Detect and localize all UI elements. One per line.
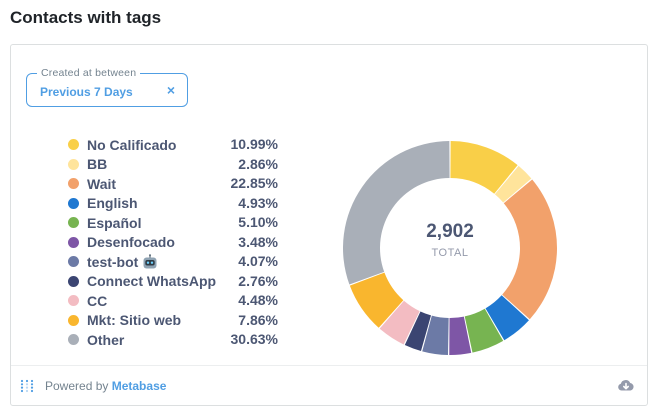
legend-percent: 2.76% <box>238 272 278 289</box>
legend-dot <box>68 256 79 268</box>
legend-label: Mkt: Sitio web <box>87 312 181 328</box>
legend-label: Wait <box>87 176 116 192</box>
metabase-logo-icon <box>20 379 34 393</box>
chart-card: Created at between Previous 7 Days × No … <box>10 44 648 406</box>
legend-label: No Calificado <box>87 137 176 153</box>
donut-svg <box>343 141 557 355</box>
donut-slice[interactable] <box>464 308 504 353</box>
download-icon[interactable] <box>617 377 635 393</box>
legend-percent: 22.85% <box>230 175 278 191</box>
legend-item[interactable]: Connect WhatsApp 2.76% <box>68 272 278 292</box>
legend-item[interactable]: Desenfocado 3.48% <box>68 233 278 253</box>
robot-icon <box>143 254 157 269</box>
legend-item[interactable]: test-bot 4.07% <box>68 252 278 272</box>
donut-slice[interactable] <box>485 295 529 341</box>
powered-by-text[interactable]: Powered by Metabase <box>45 379 166 393</box>
legend-label-text: No Calificado <box>87 136 177 153</box>
legend-label-text: Español <box>87 214 142 231</box>
legend-item[interactable]: English 4.93% <box>68 194 278 214</box>
legend-label: test-bot <box>87 254 158 270</box>
legend-label-text: Mkt: Sitio web <box>87 312 182 329</box>
legend-dot <box>68 275 79 287</box>
legend-dot <box>68 158 79 170</box>
donut-slice[interactable] <box>449 316 472 355</box>
donut-slice[interactable] <box>349 272 404 328</box>
embed-footer: Powered by Metabase <box>11 365 647 405</box>
legend-label: Connect WhatsApp <box>87 273 216 289</box>
legend-percent: 10.99% <box>230 136 278 152</box>
legend-label-text: Wait <box>87 175 117 192</box>
donut-slice[interactable] <box>404 311 432 351</box>
legend-label-text: test-bot <box>87 253 139 270</box>
donut-chart: 2,902 TOTAL <box>339 137 561 359</box>
legend-item[interactable]: Mkt: Sitio web 7.86% <box>68 311 278 331</box>
legend-dot <box>68 236 79 248</box>
filter-value[interactable]: Previous 7 Days <box>40 85 133 99</box>
donut-total-label: TOTAL <box>431 247 469 259</box>
donut-slice[interactable] <box>494 165 532 203</box>
legend-label: Other <box>87 332 124 348</box>
page-title: Contacts with tags <box>10 8 162 27</box>
donut-slice[interactable] <box>422 315 449 355</box>
legend-dot <box>68 178 79 190</box>
legend-percent: 2.86% <box>238 155 278 172</box>
legend-label: English <box>87 195 138 211</box>
legend-dot <box>68 314 79 326</box>
legend-dot <box>68 139 79 151</box>
legend-percent: 4.48% <box>238 292 278 308</box>
filter-label: Created at between <box>37 67 141 79</box>
donut-slice[interactable] <box>343 141 450 285</box>
legend-dot <box>68 197 79 209</box>
legend-item[interactable]: Wait 22.85% <box>68 174 278 194</box>
legend-item[interactable]: Español 5.10% <box>68 213 278 233</box>
legend-item[interactable]: CC 4.48% <box>68 291 278 311</box>
donut-slice[interactable] <box>502 179 557 320</box>
close-icon[interactable]: × <box>166 82 175 98</box>
donut-slice[interactable] <box>450 141 518 194</box>
legend-item[interactable]: BB 2.86% <box>68 155 278 175</box>
legend-label-text: Other <box>87 331 125 348</box>
legend-item[interactable]: No Calificado 10.99% <box>68 135 278 155</box>
legend-percent: 4.07% <box>238 253 278 269</box>
legend-label: BB <box>87 156 107 172</box>
legend-item[interactable]: Other 30.63% <box>68 330 278 350</box>
legend-percent: 30.63% <box>230 331 278 347</box>
legend-label-text: CC <box>87 292 108 309</box>
legend-percent: 3.48% <box>238 233 278 250</box>
legend-percent: 4.93% <box>238 194 278 211</box>
legend-label: Español <box>87 215 141 231</box>
legend-percent: 7.86% <box>238 311 278 328</box>
powered-brand[interactable]: Metabase <box>111 379 167 393</box>
legend-label-text: Connect WhatsApp <box>87 273 217 290</box>
legend-dot <box>68 334 79 346</box>
powered-prefix: Powered by <box>45 379 109 393</box>
donut-slice[interactable] <box>379 300 420 345</box>
legend-label-text: Desenfocado <box>87 234 175 251</box>
chart-legend: No Calificado 10.99% BB 2.86% Wait 22.85% Engl… <box>68 135 278 350</box>
legend-label: CC <box>87 293 107 309</box>
legend-label-text: BB <box>87 156 108 173</box>
legend-dot <box>68 295 79 307</box>
date-filter[interactable]: Created at between Previous 7 Days × <box>26 67 188 107</box>
legend-label-text: English <box>87 195 138 212</box>
legend-dot <box>68 217 79 229</box>
donut-total-value: 2,902 <box>426 221 474 242</box>
legend-label: Desenfocado <box>87 234 175 250</box>
legend-percent: 5.10% <box>238 214 278 230</box>
